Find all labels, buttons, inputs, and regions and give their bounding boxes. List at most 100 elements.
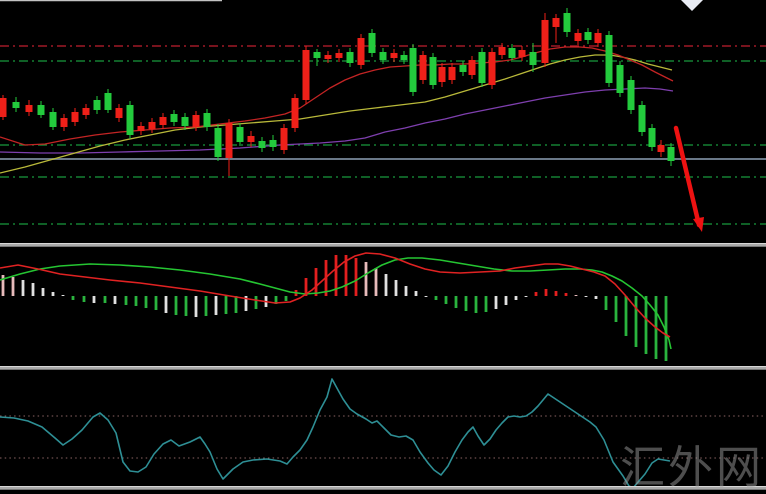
histogram-bar [344,255,348,296]
slow-ma-line [0,87,674,154]
oscillator-panel[interactable] [0,378,766,489]
candle-body [368,33,376,53]
histogram-bar [41,288,45,296]
histogram-bar [614,296,618,322]
panel-divider[interactable] [0,243,766,247]
candlestick [37,101,45,118]
divider-bar[interactable] [0,243,766,247]
candle-body [638,105,646,132]
candle-body [357,38,365,65]
histogram-bar [134,296,138,306]
histogram-bar [384,274,388,296]
candlestick [657,140,665,157]
candlestick [468,56,476,79]
candle-body [667,147,675,161]
histogram-bar [164,296,168,313]
candlestick [324,51,332,63]
candlestick [291,94,299,132]
candle-body [594,33,602,43]
mid-ma-line [0,54,673,174]
candle-body [192,115,200,127]
candlestick [574,29,582,45]
candlestick [148,118,156,133]
price-panel[interactable] [0,0,766,232]
candle-body [478,52,486,83]
candle-body [214,128,222,157]
candlestick [605,31,613,87]
histogram-bar [144,296,148,308]
candle-body [488,52,496,85]
histogram-bar [664,296,668,361]
macd-panel[interactable] [0,252,672,361]
candle-body [159,117,167,125]
histogram-bar [544,289,548,296]
histogram-bar [514,296,518,300]
divider-bar[interactable] [0,486,766,490]
histogram-bar [274,296,278,304]
candlestick [258,137,266,152]
candle-body [291,98,299,128]
histogram-bar [244,296,248,311]
candle-body [409,48,417,92]
candle-body [71,112,79,122]
divider-bar[interactable] [0,366,766,370]
candle-body [605,35,613,83]
candle-body [280,128,288,150]
candlestick [181,113,189,130]
candlestick [214,124,222,161]
candle-body [529,52,537,65]
fast-ma-line [0,46,674,146]
panel-divider[interactable] [0,486,766,490]
histogram-bar [103,296,107,303]
candle-body [37,105,45,115]
histogram-bar [113,296,117,304]
candlestick [552,14,560,43]
candlestick [159,113,167,129]
candlestick [584,28,592,44]
histogram-bar [604,296,608,310]
candlestick [400,51,408,64]
candle-body [335,53,343,58]
candle-body [657,145,665,152]
candle-body [247,136,255,142]
candle-body [126,105,134,135]
sell-arrow [673,125,702,228]
candle-body [104,93,112,110]
candlestick [170,110,178,126]
candle-body [459,65,467,72]
oscillator-line [0,378,671,489]
candlestick [225,119,233,176]
panel-divider[interactable] [0,366,766,370]
histogram-bar [194,296,198,317]
histogram-bar [154,296,158,310]
histogram-bar [634,296,638,347]
candlestick [638,101,646,136]
candlestick [280,124,288,154]
candle-body [627,80,635,110]
candlestick [429,53,437,89]
candlestick [269,135,277,151]
candlestick [0,95,7,120]
candlestick [302,46,310,104]
candlestick [379,48,387,64]
candle-body [148,122,156,129]
candle-body [60,118,68,127]
candle-body [498,47,506,55]
candlestick [357,34,365,69]
histogram-bar [61,295,65,296]
candlestick [71,108,79,126]
histogram-bar [334,255,338,296]
candlestick [25,100,33,116]
candle-body [541,20,549,63]
candle-body [269,140,277,147]
candlestick [616,61,624,97]
candle-body [170,114,178,122]
candlestick [648,124,656,151]
histogram-bar [234,296,238,313]
candlestick [368,29,376,57]
candle-body [82,108,90,115]
sell-arrow-head-icon [693,217,704,232]
candlestick [236,123,244,146]
candlestick [529,43,537,72]
histogram-bar [594,296,598,299]
